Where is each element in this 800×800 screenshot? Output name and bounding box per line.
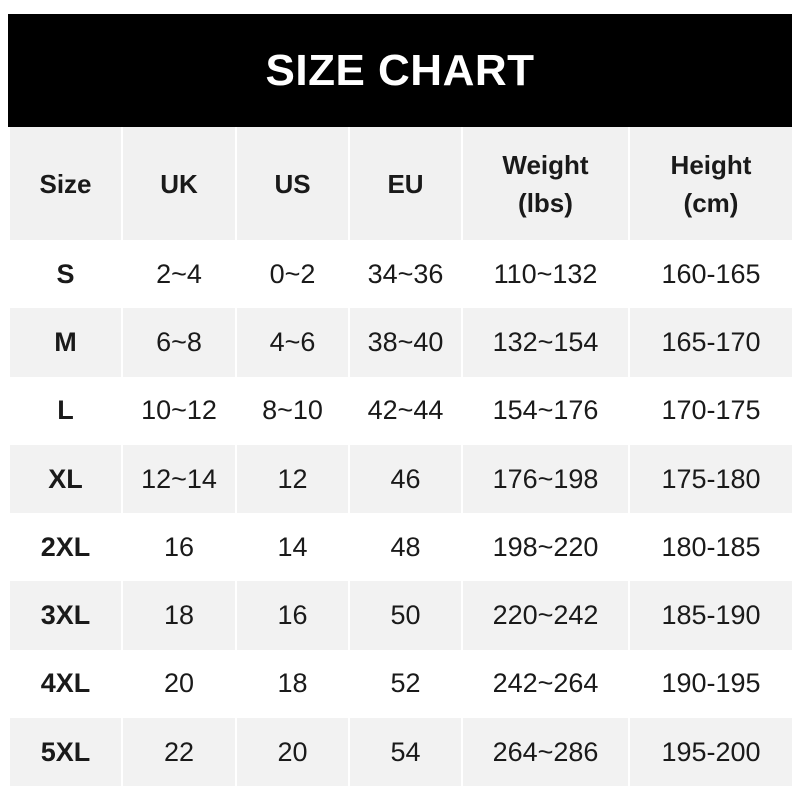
table-cell: 198~220 [461, 513, 630, 582]
size-label: 3XL [8, 581, 123, 650]
table-cell: 38~40 [348, 308, 463, 377]
size-label: 4XL [8, 649, 123, 719]
table-cell: 160-165 [628, 240, 794, 309]
size-label: XL [8, 444, 123, 514]
table-cell: 195-200 [628, 718, 794, 787]
table-row: 4XL 20 18 52 242~264 190-195 [8, 649, 794, 719]
table-cell: 34~36 [348, 240, 463, 309]
table-row: 5XL 22 20 54 264~286 195-200 [8, 718, 794, 787]
table-cell: 6~8 [121, 308, 237, 377]
table-row: 2XL 16 14 48 198~220 180-185 [8, 513, 794, 582]
table-cell: 16 [235, 581, 350, 650]
table-row: L 10~12 8~10 42~44 154~176 170-175 [8, 376, 794, 445]
table-cell: 20 [235, 718, 350, 787]
table-cell: 190-195 [628, 649, 794, 719]
table-cell: 50 [348, 581, 463, 650]
column-header: Weight (lbs) [461, 127, 630, 240]
table-cell: 175-180 [628, 444, 794, 514]
table-cell: 154~176 [461, 376, 630, 445]
table-cell: 132~154 [461, 308, 630, 377]
table-cell: 170-175 [628, 376, 794, 445]
table-row: XL 12~14 12 46 176~198 175-180 [8, 444, 794, 514]
table-cell: 165-170 [628, 308, 794, 377]
table-cell: 8~10 [235, 376, 350, 445]
table-cell: 264~286 [461, 718, 630, 787]
table-cell: 18 [235, 649, 350, 719]
table-cell: 176~198 [461, 444, 630, 514]
table-cell: 12 [235, 444, 350, 514]
column-header: UK [121, 127, 237, 240]
table-cell: 180-185 [628, 513, 794, 582]
column-header: Height (cm) [628, 127, 794, 240]
column-header: US [235, 127, 350, 240]
column-header: EU [348, 127, 463, 240]
table-cell: 242~264 [461, 649, 630, 719]
table-cell: 0~2 [235, 240, 350, 309]
size-label: 2XL [8, 513, 123, 582]
size-label: L [8, 376, 123, 445]
table-cell: 16 [121, 513, 237, 582]
table-cell: 20 [121, 649, 237, 719]
header-row: Size UK US EU Weight (lbs) Height (cm) [8, 127, 794, 240]
table-cell: 185-190 [628, 581, 794, 650]
column-header: Size [8, 127, 123, 240]
table-row: S 2~4 0~2 34~36 110~132 160-165 [8, 240, 794, 309]
table-cell: 2~4 [121, 240, 237, 309]
size-label: 5XL [8, 718, 123, 787]
table-cell: 48 [348, 513, 463, 582]
table-cell: 46 [348, 444, 463, 514]
size-chart-title: SIZE CHART [8, 14, 792, 127]
table-cell: 110~132 [461, 240, 630, 309]
table-row: M 6~8 4~6 38~40 132~154 165-170 [8, 308, 794, 377]
table-cell: 42~44 [348, 376, 463, 445]
size-chart-table: Size UK US EU Weight (lbs) Height (cm) S 2~4 0~2 3… [8, 127, 794, 787]
table-cell: 4~6 [235, 308, 350, 377]
table-cell: 52 [348, 649, 463, 719]
size-label: S [8, 240, 123, 309]
table-cell: 12~14 [121, 444, 237, 514]
table-cell: 22 [121, 718, 237, 787]
table-cell: 18 [121, 581, 237, 650]
table-cell: 54 [348, 718, 463, 787]
table-row: 3XL 18 16 50 220~242 185-190 [8, 581, 794, 650]
table-cell: 14 [235, 513, 350, 582]
size-label: M [8, 308, 123, 377]
table-cell: 10~12 [121, 376, 237, 445]
table-cell: 220~242 [461, 581, 630, 650]
